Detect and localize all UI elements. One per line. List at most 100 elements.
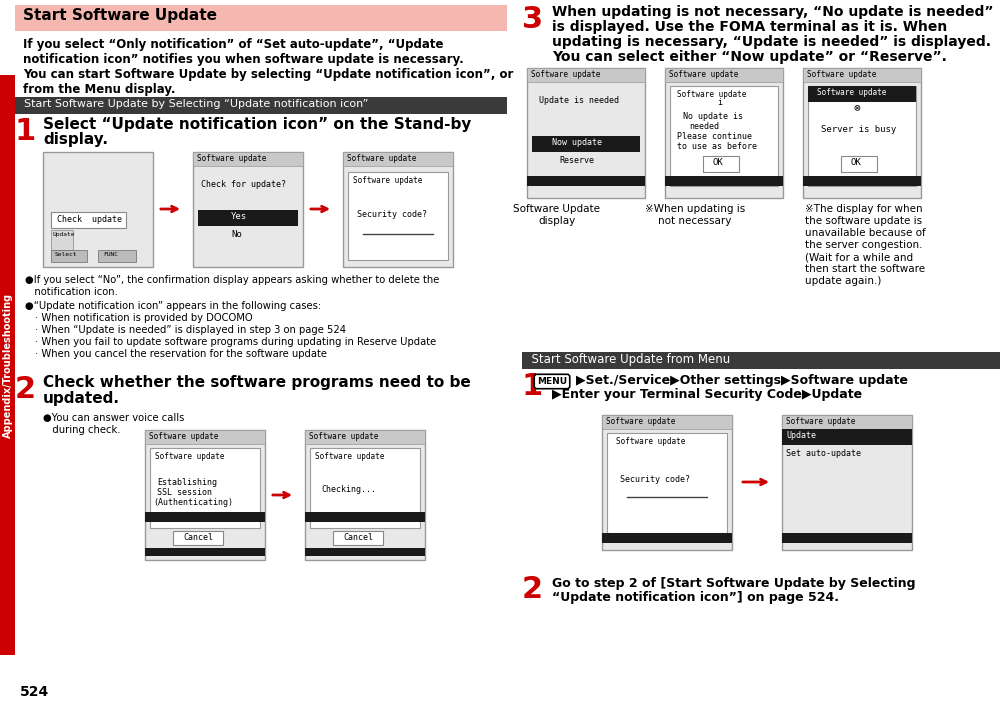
Text: unavailable because of: unavailable because of xyxy=(804,228,925,238)
Text: (Wait for a while and: (Wait for a while and xyxy=(804,252,912,262)
Bar xyxy=(305,430,424,444)
Bar xyxy=(51,230,73,250)
Text: display: display xyxy=(538,216,575,226)
Text: to use as before: to use as before xyxy=(676,142,756,151)
Text: OK: OK xyxy=(851,158,861,167)
Text: the software update is: the software update is xyxy=(804,216,921,226)
Bar xyxy=(607,433,726,533)
Bar xyxy=(702,156,738,172)
Text: ▶Enter your Terminal Security Code▶Update: ▶Enter your Terminal Security Code▶Updat… xyxy=(552,388,862,401)
Text: Software update: Software update xyxy=(154,452,224,461)
Text: Software update: Software update xyxy=(347,154,416,163)
Text: Software update: Software update xyxy=(785,417,855,426)
Text: Software update: Software update xyxy=(309,432,378,441)
Text: Software update: Software update xyxy=(668,70,737,79)
Bar xyxy=(305,512,424,522)
Text: Software update: Software update xyxy=(315,452,384,461)
Bar xyxy=(98,250,135,262)
Text: SSL session: SSL session xyxy=(156,488,212,497)
Text: Now update: Now update xyxy=(552,138,602,147)
Text: Software update: Software update xyxy=(197,154,266,163)
Text: ⊗: ⊗ xyxy=(854,102,860,112)
Text: Establishing: Establishing xyxy=(156,478,217,487)
Text: Software update: Software update xyxy=(606,417,675,426)
Text: Software Update: Software Update xyxy=(513,204,600,214)
Text: No: No xyxy=(231,230,242,239)
Text: You can select either “Now update” or “Reserve”.: You can select either “Now update” or “R… xyxy=(552,50,946,64)
Text: · When “Update is needed” is displayed in step 3 on page 524: · When “Update is needed” is displayed i… xyxy=(35,325,346,335)
Bar xyxy=(173,531,223,545)
Text: Go to step 2 of [Start Software Update by Selecting: Go to step 2 of [Start Software Update b… xyxy=(552,577,915,590)
Text: 2: 2 xyxy=(15,375,36,404)
Text: Software update: Software update xyxy=(353,176,422,185)
Bar xyxy=(802,68,920,82)
Bar xyxy=(144,512,265,522)
Text: · When you fail to update software programs during updating in Reserve Update: · When you fail to update software progr… xyxy=(35,337,436,347)
Text: Start Software Update: Start Software Update xyxy=(23,8,217,23)
Text: ▶Set./Service▶Other settings▶Software update: ▶Set./Service▶Other settings▶Software up… xyxy=(576,374,907,387)
Text: Reserve: Reserve xyxy=(559,156,594,165)
Bar xyxy=(532,136,639,152)
Text: MENU: MENU xyxy=(537,377,567,386)
Text: Software update: Software update xyxy=(676,90,745,99)
Text: ●“Update notification icon” appears in the following cases:: ●“Update notification icon” appears in t… xyxy=(25,301,321,311)
Text: Software update: Software update xyxy=(816,88,886,97)
Text: needed: needed xyxy=(688,122,718,131)
Bar xyxy=(343,152,452,267)
Bar xyxy=(43,152,152,267)
Text: ●If you select “No”, the confirmation display appears asking whether to delete t: ●If you select “No”, the confirmation di… xyxy=(25,275,439,285)
Text: update again.): update again.) xyxy=(804,276,881,286)
Bar xyxy=(305,548,424,556)
Bar xyxy=(602,533,731,543)
Text: notification icon.: notification icon. xyxy=(25,287,117,297)
Text: Cancel: Cancel xyxy=(183,533,213,542)
Text: Update: Update xyxy=(53,232,75,237)
Bar xyxy=(602,415,731,429)
Text: Start Software Update from Menu: Start Software Update from Menu xyxy=(524,353,729,366)
Bar xyxy=(664,176,782,186)
Bar xyxy=(807,86,915,102)
Text: “Update notification icon”] on page 524.: “Update notification icon”] on page 524. xyxy=(552,591,839,604)
Text: When updating is not necessary, “No update is needed”: When updating is not necessary, “No upda… xyxy=(552,5,993,19)
Text: Software update: Software update xyxy=(148,432,219,441)
Text: · When you cancel the reservation for the software update: · When you cancel the reservation for th… xyxy=(35,349,327,359)
Text: Appendix/Troubleshooting: Appendix/Troubleshooting xyxy=(2,292,12,437)
Text: Set auto-update: Set auto-update xyxy=(785,449,861,458)
Bar xyxy=(51,212,125,228)
Bar xyxy=(144,548,265,556)
Bar xyxy=(781,429,911,445)
Text: You can start Software Update by selecting “Update notification icon”, or: You can start Software Update by selecti… xyxy=(23,68,513,81)
Text: then start the software: then start the software xyxy=(804,264,924,274)
Bar xyxy=(15,97,507,114)
Text: Software update: Software update xyxy=(616,437,685,446)
Bar xyxy=(144,430,265,560)
Bar xyxy=(149,448,260,528)
Text: ※The display for when: ※The display for when xyxy=(804,204,922,214)
Text: FUNC: FUNC xyxy=(103,252,118,257)
Text: notification icon” notifies you when software update is necessary.: notification icon” notifies you when sof… xyxy=(23,53,463,66)
Bar xyxy=(343,152,452,166)
Text: not necessary: not necessary xyxy=(658,216,731,226)
Text: is displayed. Use the FOMA terminal as it is. When: is displayed. Use the FOMA terminal as i… xyxy=(552,20,946,34)
Text: the server congestion.: the server congestion. xyxy=(804,240,922,250)
Bar xyxy=(807,86,915,186)
Bar xyxy=(15,5,507,31)
Bar xyxy=(305,430,424,560)
Text: (Authenticating): (Authenticating) xyxy=(152,498,233,507)
Text: ※When updating is: ※When updating is xyxy=(644,204,744,214)
Bar xyxy=(0,75,15,655)
Text: No update is: No update is xyxy=(682,112,742,121)
Bar xyxy=(802,176,920,186)
Text: · When notification is provided by DOCOMO: · When notification is provided by DOCOM… xyxy=(35,313,253,323)
Text: If you select “Only notification” of “Set auto-update”, “Update: If you select “Only notification” of “Se… xyxy=(23,38,443,51)
Text: Update: Update xyxy=(785,431,815,440)
Bar xyxy=(781,415,911,429)
Text: 1: 1 xyxy=(15,117,36,146)
Text: during check.: during check. xyxy=(43,425,120,435)
Bar xyxy=(193,152,303,267)
Bar xyxy=(310,448,419,528)
Bar xyxy=(527,176,644,186)
Text: Checking...: Checking... xyxy=(321,485,376,494)
Bar xyxy=(781,533,911,543)
Text: 3: 3 xyxy=(522,5,543,34)
